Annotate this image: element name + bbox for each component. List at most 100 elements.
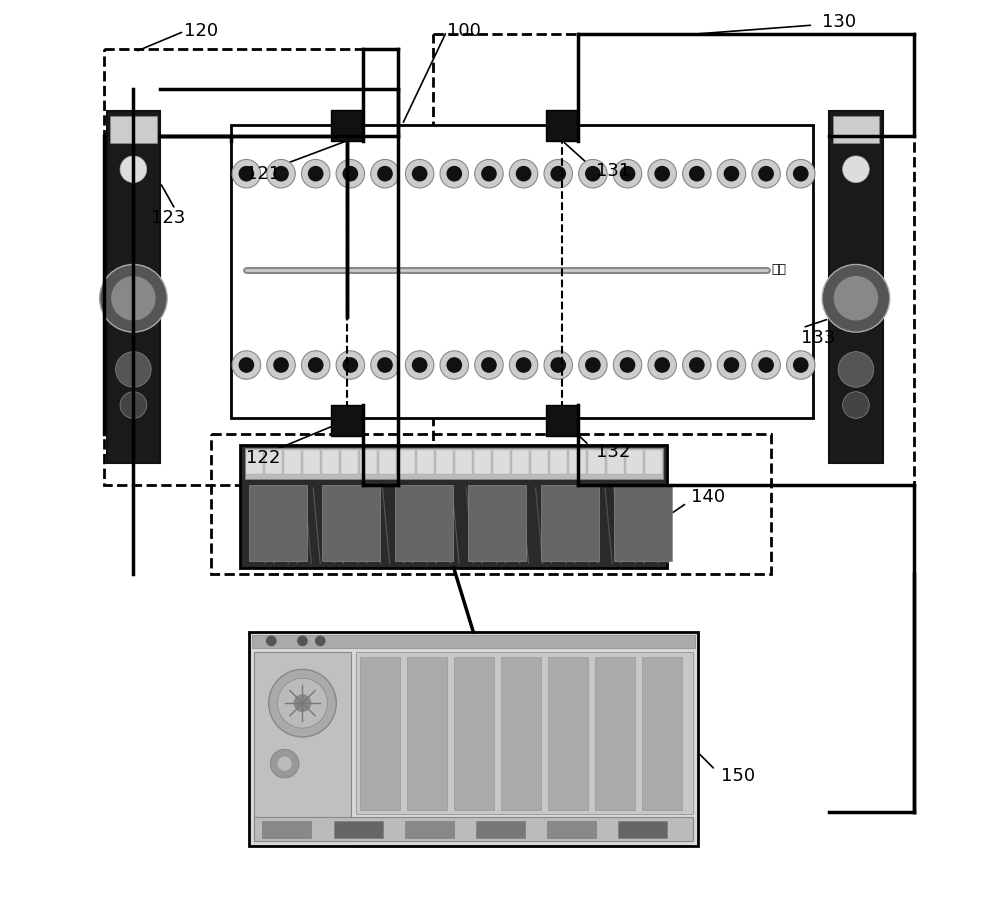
Circle shape [308, 357, 324, 373]
Bar [104, 49, 398, 485]
Bar [433, 34, 914, 485]
Bar [417, 449, 434, 475]
Bar [501, 656, 541, 810]
Bar [356, 652, 693, 814]
Bar [360, 449, 377, 475]
Bar [379, 449, 396, 475]
Circle shape [273, 166, 289, 182]
Bar [468, 485, 526, 561]
Circle shape [301, 350, 330, 380]
Circle shape [689, 166, 705, 182]
Circle shape [613, 350, 642, 380]
Circle shape [270, 749, 299, 778]
Bar [550, 449, 567, 475]
Bar [398, 449, 415, 475]
Circle shape [550, 166, 566, 182]
Circle shape [585, 357, 601, 373]
Circle shape [405, 160, 434, 188]
Circle shape [343, 166, 358, 182]
Circle shape [717, 160, 746, 188]
Text: 123: 123 [151, 209, 186, 227]
Bar [284, 449, 301, 475]
Bar [231, 124, 813, 419]
Circle shape [654, 166, 670, 182]
Circle shape [509, 350, 538, 380]
Circle shape [266, 636, 277, 646]
Circle shape [267, 160, 295, 188]
Circle shape [838, 351, 874, 387]
Circle shape [120, 391, 147, 419]
Circle shape [278, 678, 327, 728]
Circle shape [412, 357, 427, 373]
Circle shape [585, 166, 601, 182]
Bar [331, 405, 363, 436]
Bar [249, 485, 307, 561]
Circle shape [239, 357, 254, 373]
Bar [607, 449, 624, 475]
Circle shape [843, 156, 869, 183]
Circle shape [239, 166, 254, 182]
Bar [360, 656, 400, 810]
Circle shape [613, 160, 642, 188]
Circle shape [793, 166, 809, 182]
Circle shape [297, 636, 308, 646]
Circle shape [100, 264, 167, 332]
Circle shape [475, 160, 503, 188]
Circle shape [232, 160, 261, 188]
Bar [322, 485, 380, 561]
Circle shape [405, 350, 434, 380]
Bar [211, 434, 771, 574]
Circle shape [308, 166, 324, 182]
Bar [265, 449, 282, 475]
Bar [405, 821, 454, 838]
Circle shape [481, 166, 497, 182]
Bar [588, 449, 605, 475]
Circle shape [343, 357, 358, 373]
Bar [252, 635, 695, 648]
Circle shape [278, 756, 292, 771]
Bar [541, 485, 599, 561]
Circle shape [724, 166, 739, 182]
Circle shape [446, 166, 462, 182]
Circle shape [787, 160, 815, 188]
Circle shape [579, 350, 607, 380]
Bar [512, 449, 529, 475]
Text: 132: 132 [596, 443, 630, 461]
Circle shape [232, 350, 261, 380]
Circle shape [377, 166, 393, 182]
Text: 晶圆: 晶圆 [771, 263, 786, 276]
Bar [245, 448, 663, 479]
Text: 131: 131 [596, 162, 630, 180]
Circle shape [516, 166, 531, 182]
Bar [614, 485, 672, 561]
Circle shape [336, 160, 365, 188]
Circle shape [440, 160, 469, 188]
Bar [547, 821, 596, 838]
Circle shape [648, 160, 676, 188]
Circle shape [787, 350, 815, 380]
Bar [546, 405, 578, 436]
Bar [110, 116, 157, 143]
Circle shape [620, 357, 635, 373]
Circle shape [758, 166, 774, 182]
Circle shape [315, 636, 326, 646]
Circle shape [412, 166, 427, 182]
Circle shape [111, 276, 156, 321]
Text: 150: 150 [721, 767, 755, 785]
Circle shape [683, 160, 711, 188]
Text: 140: 140 [691, 488, 725, 506]
Circle shape [793, 357, 809, 373]
Text: 122: 122 [246, 449, 281, 468]
Bar [436, 449, 453, 475]
Circle shape [752, 350, 780, 380]
Circle shape [267, 350, 295, 380]
Circle shape [440, 350, 469, 380]
Bar [493, 449, 510, 475]
Circle shape [843, 391, 869, 419]
Circle shape [822, 264, 890, 332]
Circle shape [620, 166, 635, 182]
Bar [254, 817, 693, 841]
Bar [454, 656, 494, 810]
Bar [455, 449, 472, 475]
Bar [476, 821, 525, 838]
